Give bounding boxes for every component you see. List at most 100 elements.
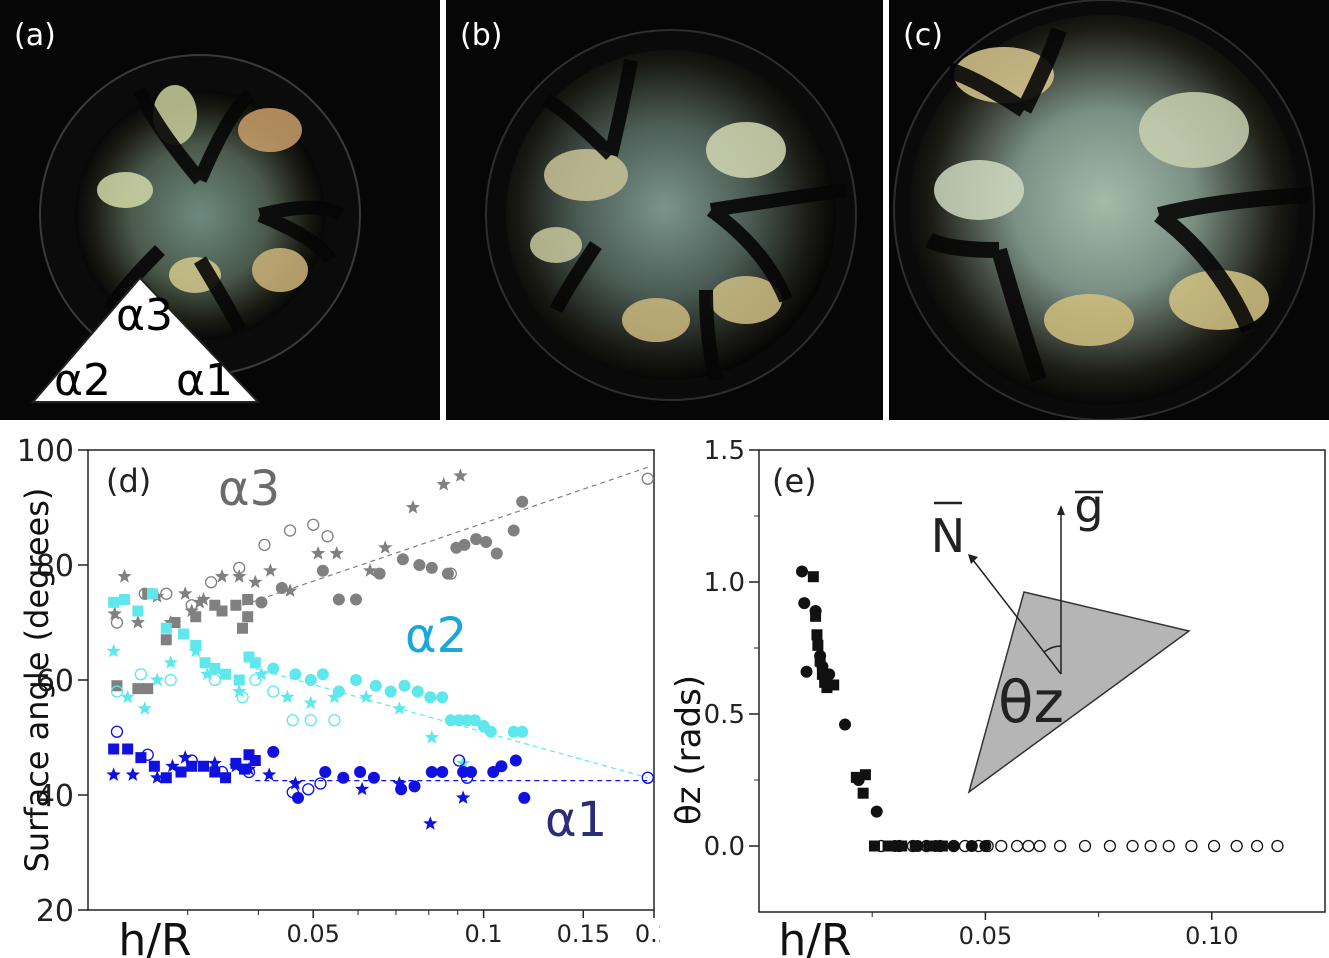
data-point-a3-star [329,546,344,560]
data-point-a2-star [188,643,203,658]
data-point-a3-star [378,540,393,554]
data-point-a2-circle [516,725,529,738]
data-point-a1-star [106,767,121,781]
data-point-a1-open [185,754,198,767]
data-point-a3-star [405,500,420,514]
data-point-a2-circle [384,685,397,698]
data-point-square [857,787,869,799]
data-point-a3-circle [413,559,426,571]
data-point-a3-circle [255,596,268,609]
data-point-a1-circle [425,766,438,778]
data-point-a2-square [132,605,144,617]
chart-e: N g θz 0.0 0.5 1.0 1.5 0.05 0.10 (e) θz (rads… [669,436,1326,958]
y-tick-label: 40 [36,779,74,814]
data-point-a2-star [424,730,439,744]
data-point-a1-star [262,767,277,781]
data-point-open [995,839,1008,853]
data-point-a3-square [142,683,154,695]
data-point-a2-open [134,668,148,681]
data-point-a2-circle [436,691,449,704]
data-point-a3-square [216,605,228,617]
data-point-a2-circle [289,668,302,681]
data-point-square [923,840,935,852]
data-point-a3-square [132,683,144,695]
data-point-a2-star [232,684,247,698]
data-point-a3-open [307,518,320,531]
data-point-a1-circle [354,766,367,778]
data-point-a1-square [198,760,210,772]
data-point-a2-star [456,755,471,770]
data-point-circle [796,565,809,578]
data-point-square [816,668,828,680]
data-point-a3-square [190,611,202,623]
data-point-a2-circle [424,691,437,704]
data-point-square [814,655,826,667]
data-point-a2-square [118,594,130,605]
data-point-open [906,839,920,853]
data-point-a3-star [282,583,298,597]
data-point-open [958,839,972,853]
data-point-a3-square [242,611,254,623]
data-point-square [850,771,862,783]
data-point-a2-open [267,685,280,698]
x-tick-label: 0.1 [465,920,503,948]
data-point-a2-star [254,666,269,681]
theta-arc [1043,645,1062,653]
photo-b-art [485,29,857,401]
data-point-a3-circle [490,547,503,560]
data-point-a1-circle [319,766,332,778]
data-point-circle [947,840,960,852]
data-point-a1-square [148,760,160,772]
data-point-open [1053,839,1067,853]
y-tick-label: 100 [17,434,74,469]
data-point-a2-square [108,596,120,608]
data-point-a2-circle [332,685,345,698]
x-tick-label: 0.05 [287,920,340,948]
data-point-open [875,839,888,853]
data-point-a2-open [286,714,299,727]
data-point-open [1126,839,1139,853]
data-point-a2-star [392,701,407,715]
data-point-open [920,839,933,853]
data-point-a3-star [248,574,263,589]
trend-line-a2 [255,667,648,779]
data-point-a3-circle [470,533,483,546]
data-point-a1-star [288,776,303,790]
chart-d-frame [87,449,655,911]
data-point-a1-star [456,790,471,804]
data-point-a1-circle [509,754,522,767]
chart-d: 20 40 60 80 100 0.05 0.1 0.15 0.2 (d) α3 α2 α1 S… [17,434,660,958]
data-point-a3-star [178,586,193,600]
data-point-a1-open [141,748,154,761]
data-point-a2-star [327,689,342,704]
y-tick-label: 1.5 [704,436,745,466]
data-point-a3-open [160,587,173,600]
data-point-a2-star [120,689,135,704]
data-point-square [859,769,871,781]
y-tick-label: 0.5 [704,700,745,730]
data-point-a3-square [242,594,254,605]
gravity-vector-arrowhead [1057,505,1065,515]
data-point-a3-star [311,546,326,560]
data-point-square [896,840,908,852]
data-point-a2-star [200,666,215,681]
photo-panel-b: (b) [446,0,883,420]
data-point-circle [798,597,811,610]
data-point-a2-star [137,701,152,715]
data-point-a3-open [283,524,297,537]
data-point-a2-star [280,689,295,704]
chart-e-ylabel: θz (rads) [669,675,709,825]
data-point-a3-circle [373,567,386,580]
chart-d-panel-label: (d) [106,462,151,500]
panel-label-b: (b) [460,18,503,53]
data-point-a3-star [196,592,211,606]
data-point-a3-star [130,615,145,629]
y-tick-label: 0.0 [704,832,745,862]
data-point-square [810,610,822,622]
data-point-a1-star [241,761,257,776]
data-point-a3-open [110,616,124,629]
normal-vector-arrowhead [968,554,978,564]
data-point-a2-square [249,657,261,669]
chart-d-xlabel: h/R [118,915,191,958]
data-point-a1-circle [518,791,531,804]
